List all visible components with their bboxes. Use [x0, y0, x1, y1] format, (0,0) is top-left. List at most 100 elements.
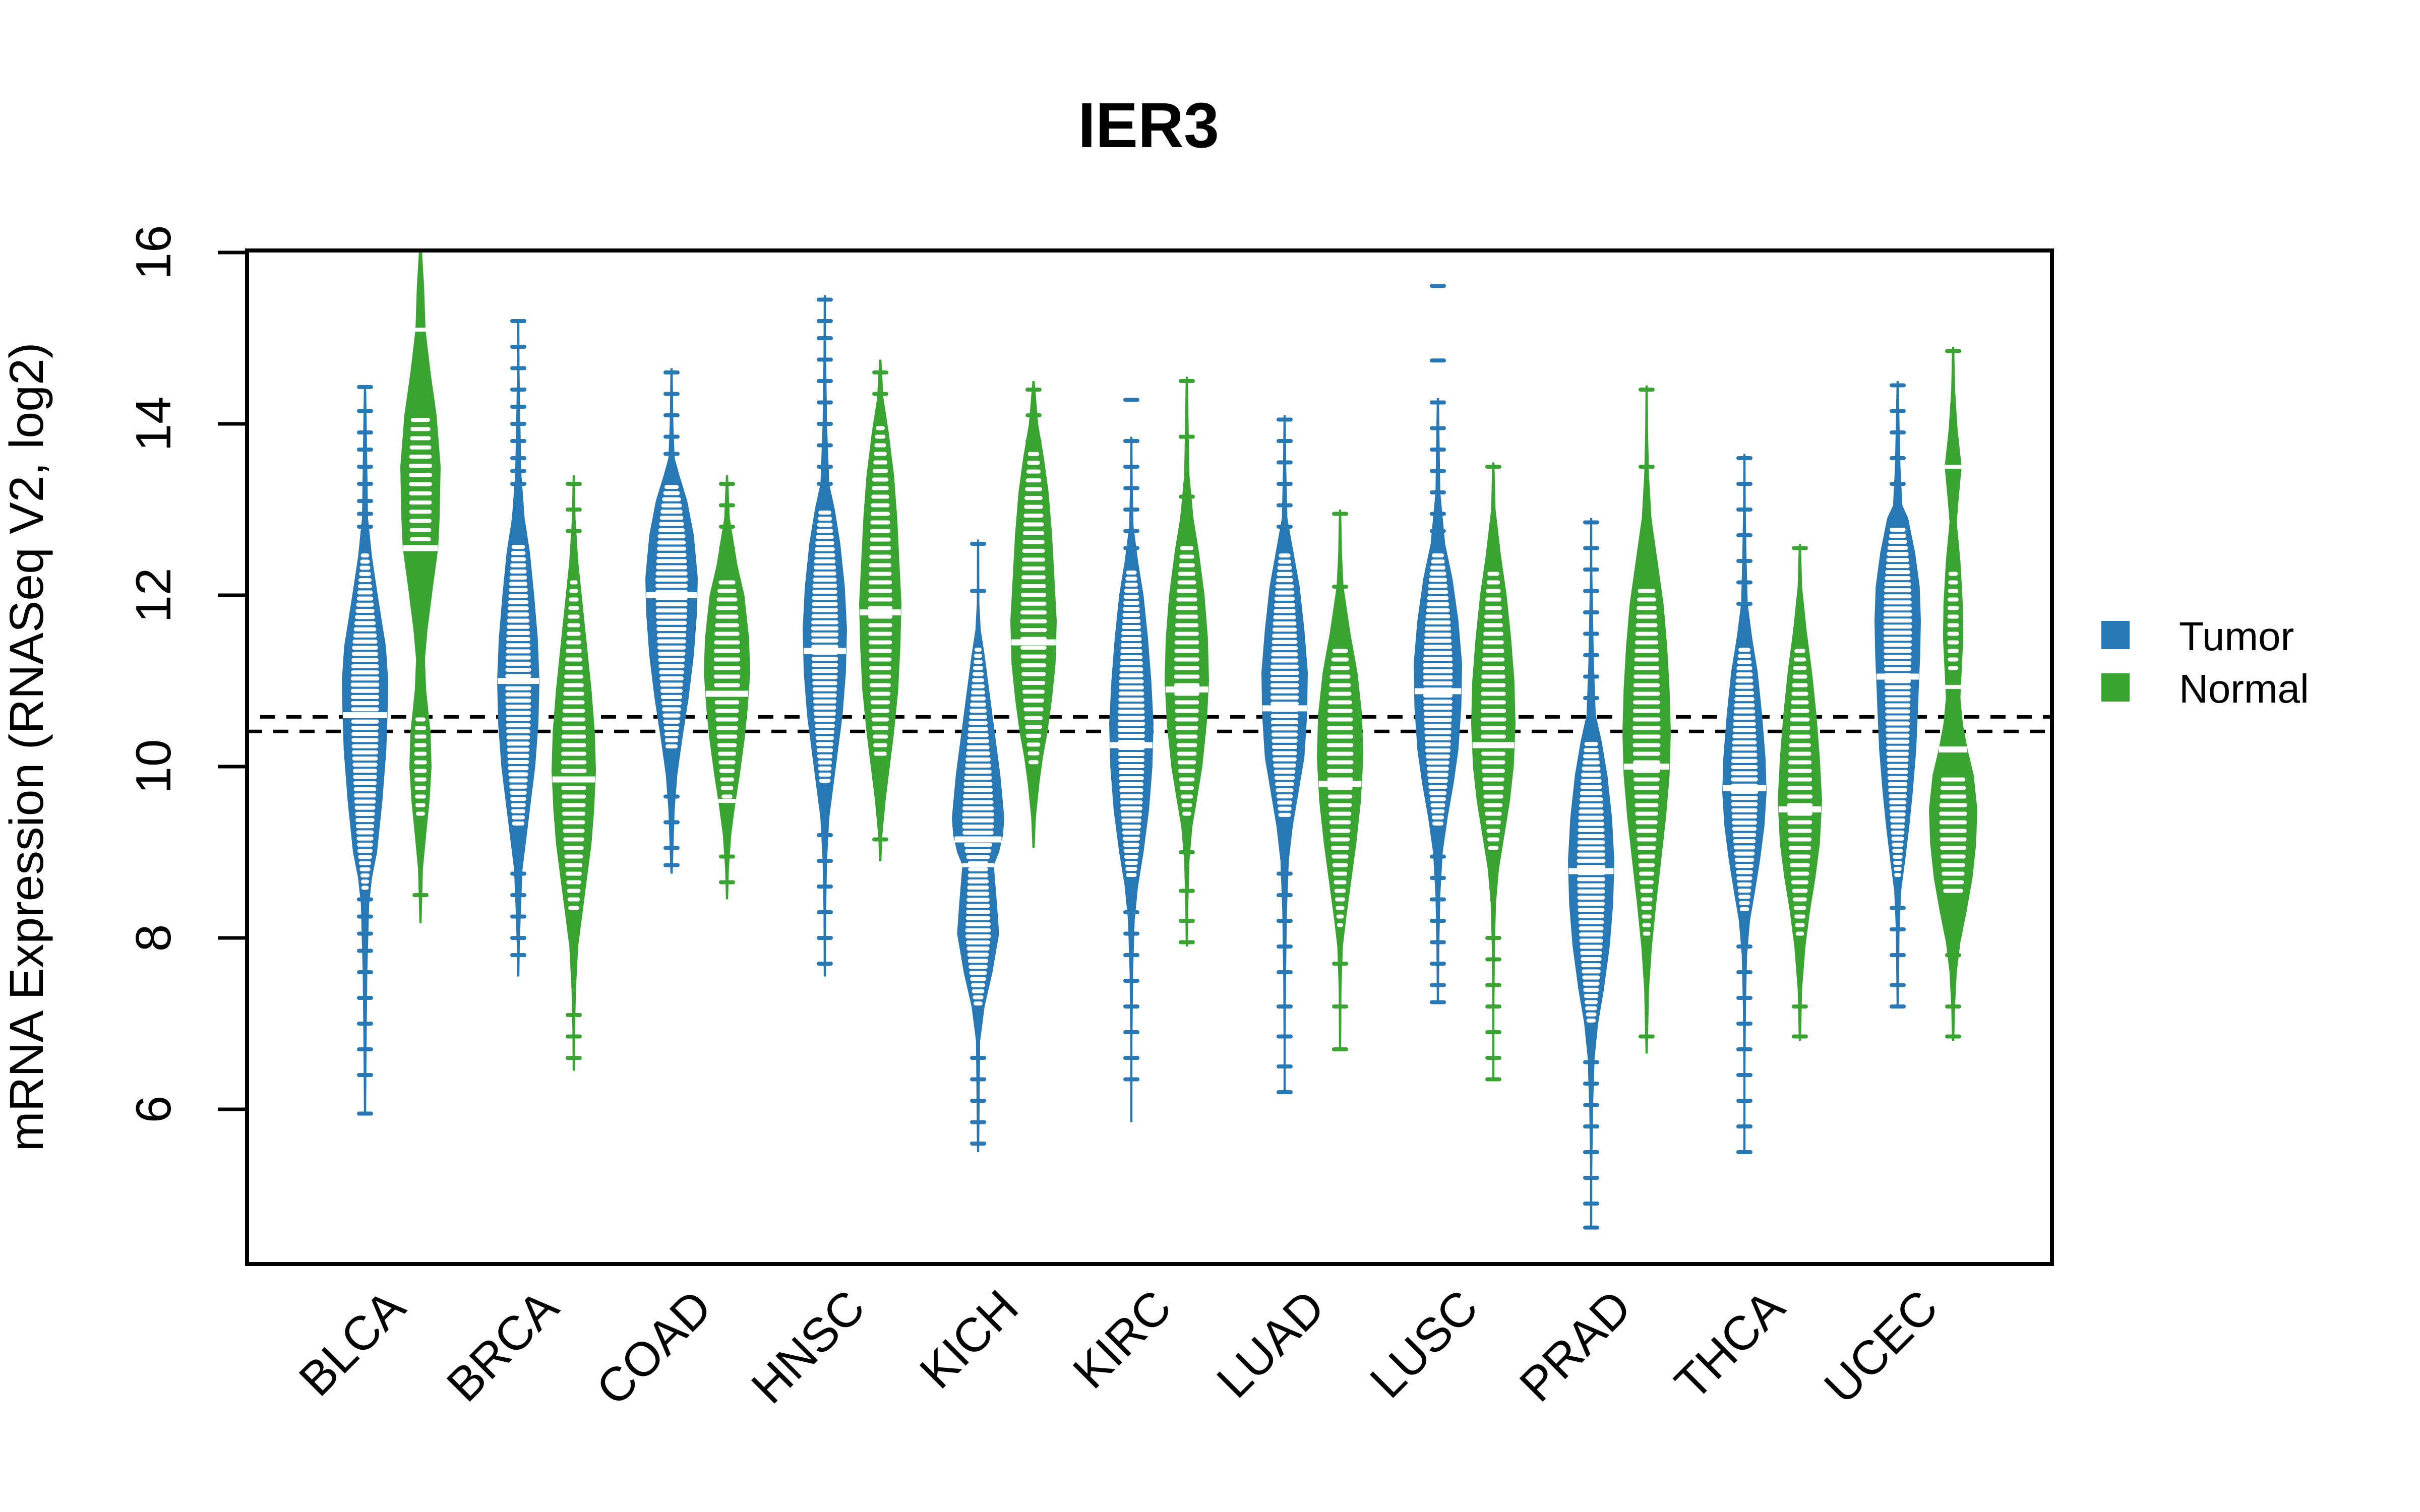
density-stripe — [1733, 709, 1756, 714]
data-dash — [1583, 696, 1599, 700]
density-stripe — [1175, 632, 1199, 636]
density-stripe — [1425, 754, 1450, 759]
median-line — [1723, 785, 1766, 791]
density-stripe — [1175, 614, 1198, 619]
density-stripe — [1582, 760, 1600, 765]
density-stripe — [967, 739, 989, 743]
data-dash — [663, 452, 680, 456]
density-stripe — [1025, 478, 1042, 483]
density-stripe — [1581, 773, 1601, 777]
density-stripe — [1274, 603, 1295, 607]
density-stripe — [966, 947, 990, 951]
density-stripe — [1273, 621, 1297, 625]
density-stripe — [350, 682, 380, 687]
data-dash — [357, 1047, 373, 1051]
density-stripe — [505, 711, 531, 715]
density-stripe — [1890, 528, 1906, 532]
density-stripe — [409, 528, 432, 532]
violin-body — [400, 253, 441, 924]
density-stripe — [1272, 627, 1297, 632]
density-stripe — [967, 873, 989, 877]
density-stripe — [1278, 559, 1291, 564]
density-stripe — [1940, 786, 1966, 790]
density-stripe — [1480, 709, 1506, 713]
density-stripe — [357, 842, 373, 847]
density-stripe — [562, 726, 586, 730]
density-stripe — [1737, 889, 1751, 893]
density-stripe — [562, 820, 585, 825]
density-stripe — [509, 778, 528, 783]
violin-luad-tumor — [1261, 415, 1308, 1094]
density-stripe — [414, 751, 427, 756]
density-stripe — [1889, 800, 1907, 804]
density-stripe — [1125, 867, 1137, 871]
density-stripe — [1732, 821, 1757, 825]
density-stripe — [356, 830, 374, 835]
density-stripe — [1481, 691, 1506, 696]
data-dash — [1736, 580, 1752, 585]
data-dash — [566, 482, 582, 486]
density-stripe — [1424, 633, 1451, 637]
white-line — [1945, 465, 1962, 469]
data-dash — [357, 512, 373, 516]
data-dash — [1736, 602, 1752, 606]
data-dash — [510, 405, 526, 409]
density-stripe — [505, 705, 531, 709]
density-stripe — [1792, 683, 1808, 687]
density-stripe — [714, 632, 740, 636]
density-stripe — [1486, 589, 1501, 593]
density-stripe — [509, 588, 528, 592]
density-stripe — [1738, 895, 1750, 899]
violin-prad-normal — [1622, 385, 1671, 1054]
density-stripe — [1887, 552, 1909, 556]
data-dash — [817, 482, 833, 486]
density-stripe — [416, 811, 425, 816]
median-line — [1568, 868, 1614, 874]
density-stripe — [355, 811, 375, 816]
density-stripe — [1941, 863, 1965, 867]
density-stripe — [1174, 700, 1199, 705]
data-dash — [357, 385, 373, 389]
density-stripe — [1795, 923, 1805, 927]
density-stripe — [1430, 565, 1446, 570]
density-stripe — [511, 551, 526, 555]
data-dash — [970, 1142, 986, 1146]
density-stripe — [868, 606, 893, 610]
density-stripe — [1022, 689, 1045, 694]
density-stripe — [1893, 860, 1902, 865]
density-stripe — [1273, 757, 1297, 762]
data-dash — [719, 503, 735, 508]
density-stripe — [561, 786, 586, 790]
density-stripe — [1940, 846, 1966, 850]
density-stripe — [966, 751, 990, 755]
density-stripe — [973, 660, 983, 664]
density-stripe — [1482, 657, 1505, 662]
density-stripe — [656, 552, 687, 557]
density-stripe — [1120, 643, 1142, 647]
white-line — [1945, 684, 1961, 689]
density-stripe — [1735, 690, 1754, 695]
data-dash — [1179, 919, 1195, 923]
data-dash — [566, 529, 582, 533]
density-stripe — [1126, 873, 1137, 877]
density-stripe — [562, 803, 586, 807]
density-stripe — [811, 638, 838, 643]
density-stripe — [967, 886, 989, 890]
density-stripe — [1579, 803, 1603, 808]
data-dash — [1430, 490, 1446, 494]
data-dash — [1332, 1004, 1348, 1009]
density-stripe — [354, 805, 376, 810]
density-stripe — [1884, 685, 1911, 689]
density-stripe — [974, 654, 983, 658]
density-stripe — [716, 597, 738, 602]
density-stripe — [1885, 715, 1910, 720]
data-dash — [1430, 940, 1446, 944]
violin-luad-normal — [1317, 510, 1363, 1051]
density-stripe — [1182, 811, 1191, 816]
density-stripe — [1637, 606, 1657, 610]
density-stripe — [1577, 840, 1605, 845]
density-stripe — [356, 602, 374, 607]
density-stripe — [869, 657, 892, 662]
density-stripe — [565, 666, 583, 670]
data-dash — [1890, 456, 1906, 460]
